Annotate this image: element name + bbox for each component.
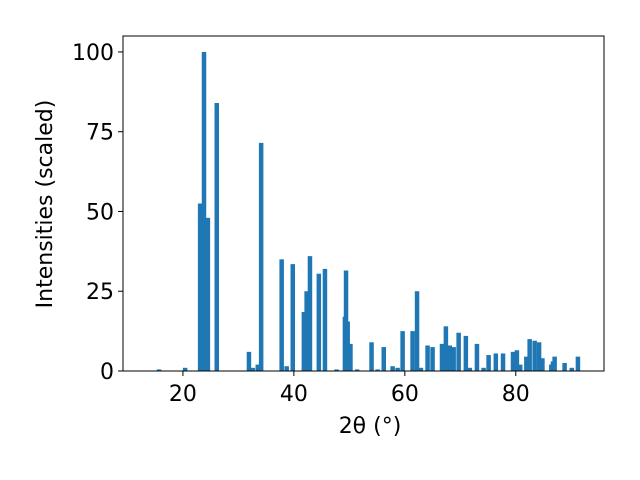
bar	[316, 273, 322, 371]
bar	[514, 350, 520, 371]
bar	[279, 259, 284, 371]
bar	[575, 356, 581, 371]
bar	[345, 321, 350, 371]
bar	[536, 342, 542, 371]
bar	[467, 367, 472, 371]
bar	[250, 367, 256, 371]
bar	[569, 367, 575, 371]
bar	[348, 343, 353, 371]
bar	[304, 291, 309, 371]
bar	[510, 351, 516, 371]
y-tick-label: 75	[86, 121, 114, 146]
x-tick-label: 40	[280, 382, 308, 407]
y-tick-label: 25	[86, 280, 114, 305]
bar	[447, 345, 453, 371]
bar	[418, 367, 424, 371]
bar	[246, 351, 252, 371]
y-tick-label: 50	[86, 200, 114, 225]
bar	[532, 340, 537, 371]
bar	[456, 332, 461, 371]
bar	[334, 369, 339, 371]
bar	[430, 347, 435, 371]
bar	[214, 103, 220, 371]
bar	[410, 331, 415, 371]
bar	[307, 256, 313, 371]
bar	[481, 367, 486, 371]
bar	[486, 355, 491, 371]
bar	[255, 364, 261, 371]
y-axis-label: Intensities (scaled)	[33, 100, 58, 309]
bar	[443, 326, 449, 371]
bar	[369, 342, 374, 371]
bar	[552, 356, 557, 371]
bar	[451, 347, 456, 371]
bar	[562, 363, 567, 371]
bar	[205, 217, 211, 371]
bar	[463, 335, 469, 371]
bar	[400, 331, 405, 371]
bar	[301, 311, 307, 371]
bar	[156, 369, 162, 371]
bar	[354, 369, 360, 371]
bar	[540, 358, 545, 371]
bar	[290, 264, 296, 371]
bar	[197, 203, 203, 371]
bar	[500, 353, 506, 371]
x-tick-label: 60	[391, 382, 419, 407]
bar	[439, 343, 445, 371]
y-tick-label: 100	[72, 41, 114, 66]
bar	[284, 366, 289, 371]
bar	[258, 142, 264, 371]
bar	[493, 353, 499, 371]
bar	[343, 270, 349, 371]
bar	[201, 51, 207, 371]
plot-frame	[122, 35, 605, 372]
y-tick-label: 0	[100, 360, 114, 385]
bar	[414, 291, 420, 371]
bar	[390, 366, 395, 371]
bar	[527, 339, 532, 371]
x-tick-label: 20	[169, 382, 197, 407]
bar	[517, 364, 523, 371]
bar	[474, 343, 480, 371]
bar	[524, 356, 529, 371]
x-tick-label: 80	[502, 382, 530, 407]
bar	[395, 367, 400, 371]
bar	[425, 345, 430, 371]
bar	[375, 369, 380, 371]
x-axis-label: 2θ (°)	[339, 414, 402, 439]
bar	[381, 347, 386, 371]
bar	[322, 268, 328, 371]
bar	[182, 367, 188, 371]
